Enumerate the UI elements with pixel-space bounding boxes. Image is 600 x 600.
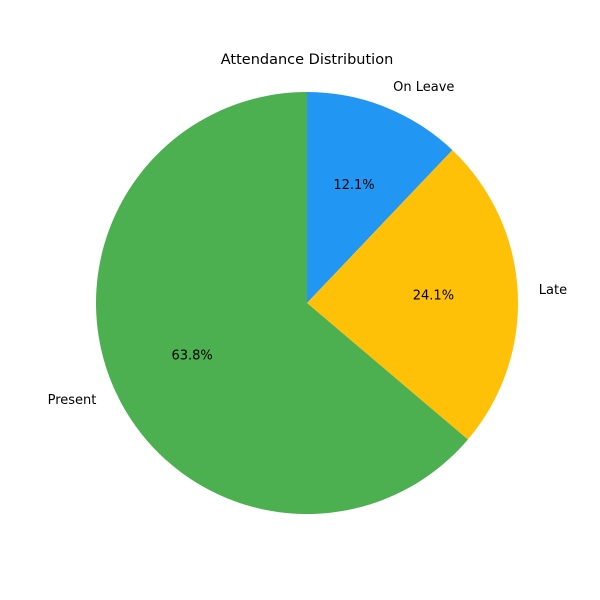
pie-slice-late bbox=[307, 150, 519, 440]
pie-slices bbox=[96, 92, 519, 514]
pie-pct-label-late: 24.1% bbox=[413, 289, 454, 304]
pie-pct-label-on-leave: 12.1% bbox=[333, 178, 374, 193]
pie-category-label-present: Present bbox=[48, 393, 97, 408]
pie-category-label-on-leave: On Leave bbox=[393, 80, 454, 95]
pie-slice-present bbox=[96, 92, 468, 514]
chart-title: Attendance Distribution bbox=[221, 52, 394, 68]
pie-category-label-late: Late bbox=[539, 283, 567, 298]
pie-labels: 12.1% On Leave 24.1% Late 63.8% Present bbox=[48, 80, 567, 408]
pie-pct-label-present: 63.8% bbox=[171, 349, 212, 364]
pie-slice-on-leave bbox=[307, 92, 453, 303]
